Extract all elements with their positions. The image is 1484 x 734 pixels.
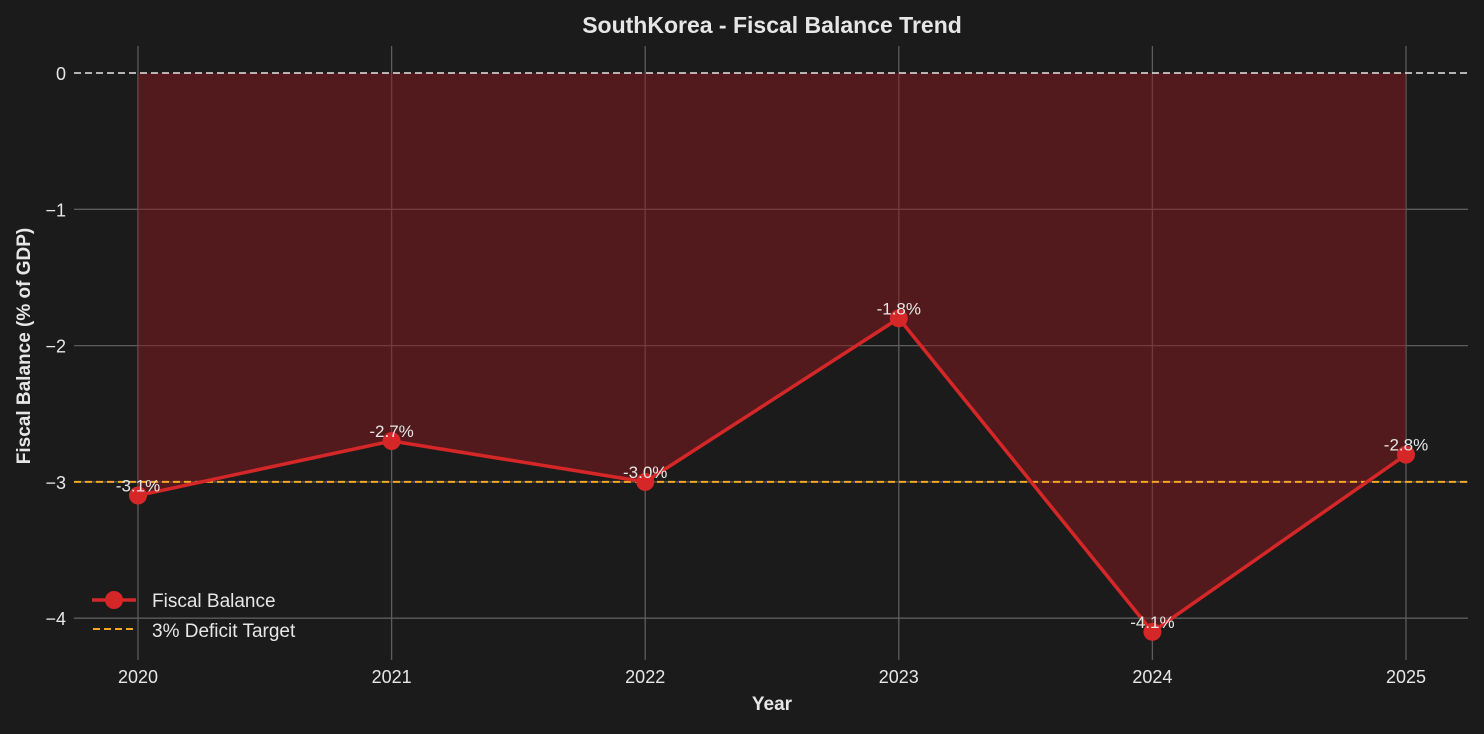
x-tick-label: 2020 xyxy=(118,667,158,687)
data-point-marker xyxy=(636,472,655,491)
y-tick-label: −3 xyxy=(45,473,66,493)
legend-marker-icon xyxy=(105,591,123,609)
reference-lines xyxy=(74,72,1468,483)
data-point-marker xyxy=(889,309,908,328)
x-tick-label: 2021 xyxy=(372,667,412,687)
x-axis-label: Year xyxy=(752,694,793,715)
legend-item-deficit-target: 3% Deficit Target xyxy=(93,621,296,642)
data-labels: -3.1% -2.7% -3.0% -1.8% -4.1% -2.8% xyxy=(116,299,1428,631)
data-point-marker xyxy=(382,432,401,451)
legend-item-fiscal-balance: Fiscal Balance xyxy=(92,591,276,612)
data-label: -3.1% xyxy=(116,477,160,496)
data-label: -2.8% xyxy=(1384,436,1428,455)
chart-title: SouthKorea - Fiscal Balance Trend xyxy=(582,12,962,38)
y-tick-label: −1 xyxy=(45,200,66,220)
legend-label: Fiscal Balance xyxy=(152,591,276,612)
legend-label: 3% Deficit Target xyxy=(152,621,296,642)
y-axis-ticks: 0 −1 −2 −3 −4 xyxy=(45,64,66,629)
x-tick-label: 2024 xyxy=(1132,667,1172,687)
y-axis-label: Fiscal Balance (% of GDP) xyxy=(14,228,35,465)
fiscal-balance-line xyxy=(129,309,1415,641)
data-point-marker xyxy=(1143,622,1162,641)
data-point-marker xyxy=(129,486,147,505)
data-label: -2.7% xyxy=(369,422,413,441)
x-tick-label: 2025 xyxy=(1386,667,1426,687)
y-tick-label: 0 xyxy=(56,64,66,84)
y-tick-label: −4 xyxy=(45,609,66,629)
x-axis-ticks: 2020 2021 2022 2023 2024 2025 xyxy=(118,667,1426,687)
data-point-marker xyxy=(1397,445,1415,464)
x-tick-label: 2023 xyxy=(879,667,919,687)
y-tick-label: −2 xyxy=(45,337,66,357)
data-label: -4.1% xyxy=(1130,613,1174,632)
data-label: -1.8% xyxy=(877,299,921,318)
deficit-area xyxy=(138,73,1406,632)
data-label: -3.0% xyxy=(623,463,667,482)
legend: Fiscal Balance 3% Deficit Target xyxy=(92,591,296,642)
x-tick-label: 2022 xyxy=(625,667,665,687)
